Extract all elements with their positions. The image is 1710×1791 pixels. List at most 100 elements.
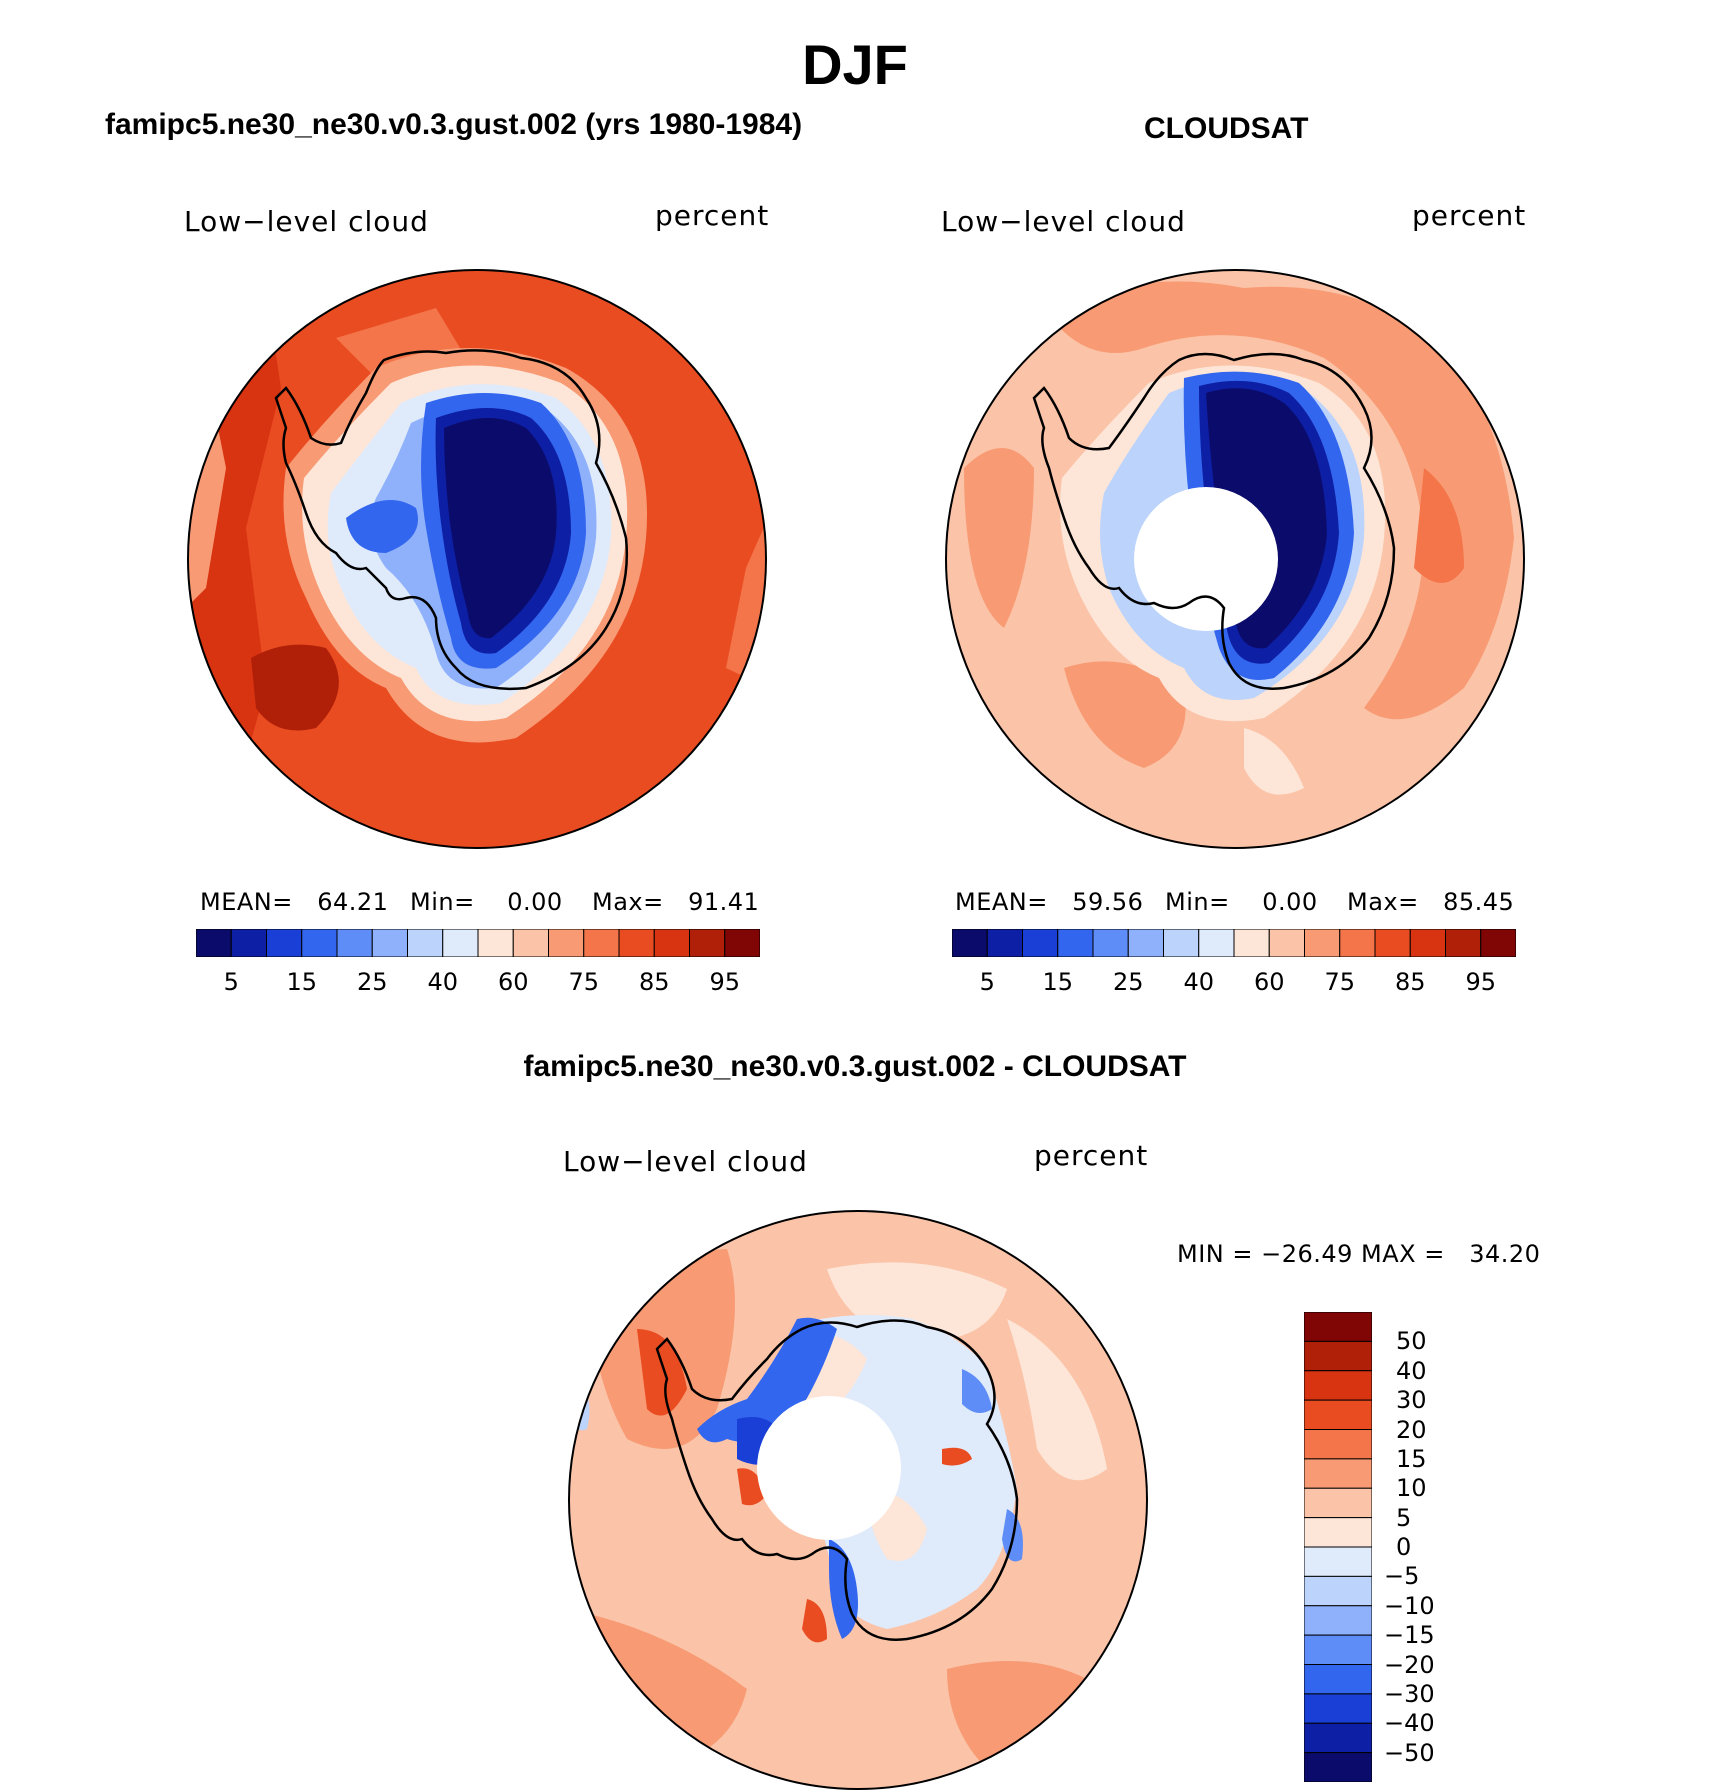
colorbar-tick-label: −30 (1384, 1679, 1435, 1708)
colorbar-swatch (1304, 1722, 1372, 1754)
map-boundary-circle (945, 269, 1525, 849)
colorbar-tick-label: 20 (1396, 1415, 1427, 1444)
colorbar-tick-label: 85 (1394, 968, 1426, 996)
colorbar-tick-label: 10 (1396, 1474, 1427, 1503)
diff-colorbar (1304, 1312, 1372, 1782)
colorbar-swatch (1304, 1664, 1372, 1695)
colorbar-swatch (1304, 1752, 1372, 1782)
model-colorbar (196, 929, 760, 957)
colorbar-tick-label: 15 (1396, 1444, 1427, 1473)
data-gap-pole (757, 1396, 901, 1540)
colorbar-tick-label: 30 (1396, 1386, 1427, 1415)
map-field-region (697, 1317, 837, 1443)
obs-colorbar-labels: 5 15 25 40 60 75 85 95 (952, 968, 1516, 998)
colorbar-tick-label: 15 (286, 968, 318, 996)
map-field-region (444, 418, 557, 639)
colorbar-tick-label: 40 (1183, 968, 1215, 996)
map-field-region (1007, 1319, 1107, 1481)
colorbar-tick-label: −15 (1384, 1621, 1435, 1650)
colorbar-swatch (1304, 1340, 1372, 1372)
colorbar-swatch (1304, 1575, 1372, 1607)
map-boundary-circle (187, 269, 767, 849)
map-field-region (346, 500, 418, 553)
colorbar-tick-label: 25 (356, 968, 388, 996)
colorbar-swatch (1092, 929, 1129, 957)
colorbar-swatch (1233, 929, 1270, 957)
map-field-region (1244, 728, 1304, 795)
colorbar-swatch (1127, 929, 1164, 957)
colorbar-tick-label: 60 (497, 968, 529, 996)
map-field-region (947, 1661, 1087, 1769)
colorbar-swatch (1304, 1693, 1372, 1724)
colorbar-swatch (1304, 1605, 1372, 1636)
antarctica-coastline (1032, 352, 1396, 690)
obs-colorbar (952, 929, 1516, 957)
colorbar-tick-label: 25 (1112, 968, 1144, 996)
map-field-region (802, 1599, 827, 1643)
obs-mean-stat: MEAN= 59.56 (955, 888, 1144, 916)
colorbar-swatch (442, 929, 479, 957)
colorbar-swatch (653, 929, 690, 957)
colorbar-swatch (1304, 1634, 1372, 1666)
colorbar-tick-label: −40 (1384, 1709, 1435, 1738)
colorbar-swatch (1304, 1312, 1372, 1342)
colorbar-swatch (1022, 929, 1059, 957)
colorbar-swatch (952, 929, 988, 957)
diff-colorbar-labels: 50 40 30 20 15 10 5 0 −5 −10 −15 −20 −30 −40 −50 (1384, 1312, 1484, 1782)
colorbar-swatch (266, 929, 303, 957)
antarctica-coastline (274, 349, 629, 690)
obs-units-label: percent (1412, 199, 1527, 232)
colorbar-tick-label: 75 (1324, 968, 1356, 996)
map-field-region (637, 1329, 687, 1416)
colorbar-tick-label: 40 (427, 968, 459, 996)
colorbar-tick-label: 40 (1396, 1356, 1427, 1385)
obs-min-stat: Min= 0.00 (1165, 888, 1318, 916)
colorbar-tick-label: 50 (1396, 1327, 1427, 1356)
colorbar-tick-label: −20 (1384, 1650, 1435, 1679)
colorbar-swatch (1304, 1517, 1372, 1548)
colorbar-swatch (1304, 929, 1341, 957)
colorbar-swatch (301, 929, 338, 957)
main-title: DJF (802, 33, 908, 96)
colorbar-swatch (477, 929, 514, 957)
colorbar-swatch (618, 929, 655, 957)
model-max-stat: Max= 91.41 (592, 888, 760, 916)
obs-max-stat: Max= 85.45 (1347, 888, 1515, 916)
obs-panel-title: CLOUDSAT (1144, 112, 1309, 145)
colorbar-tick-label: 5 (1396, 1503, 1412, 1532)
model-mean-stat: MEAN= 64.21 (200, 888, 389, 916)
colorbar-swatch (1304, 1487, 1372, 1519)
colorbar-tick-label: 95 (709, 968, 741, 996)
map-boundary-circle (568, 1210, 1148, 1790)
colorbar-tick-label: −5 (1384, 1562, 1420, 1591)
colorbar-swatch (1057, 929, 1094, 957)
colorbar-swatch (583, 929, 620, 957)
colorbar-swatch (512, 929, 549, 957)
colorbar-tick-label: 5 (979, 968, 995, 996)
colorbar-swatch (689, 929, 726, 957)
colorbar-swatch (1304, 1370, 1372, 1401)
colorbar-swatch (1198, 929, 1235, 957)
colorbar-tick-label: 95 (1465, 968, 1497, 996)
colorbar-swatch (1304, 1546, 1372, 1577)
obs-variable-label: Low−level cloud (941, 205, 1186, 238)
map-field-region (737, 1468, 767, 1506)
colorbar-swatch (336, 929, 373, 957)
diff-units-label: percent (1034, 1139, 1149, 1172)
colorbar-tick-label: 0 (1396, 1533, 1412, 1561)
model-variable-label: Low−level cloud (184, 205, 429, 238)
diff-panel-title: famipc5.ne30_ne30.v0.3.gust.002 - CLOUDS… (523, 1050, 1187, 1083)
colorbar-tick-label: −50 (1384, 1738, 1435, 1767)
colorbar-tick-label: 75 (568, 968, 600, 996)
colorbar-swatch (1163, 929, 1200, 957)
colorbar-swatch (986, 929, 1023, 957)
colorbar-swatch (1304, 1399, 1372, 1431)
map-field-region (1044, 281, 1514, 720)
colorbar-tick-label: 5 (223, 968, 239, 996)
obs-polar-map (945, 269, 1525, 849)
model-units-label: percent (655, 199, 770, 232)
map-field-region (964, 448, 1034, 628)
map-field-region (942, 1447, 972, 1466)
colorbar-swatch (371, 929, 408, 957)
colorbar-swatch (230, 929, 267, 957)
